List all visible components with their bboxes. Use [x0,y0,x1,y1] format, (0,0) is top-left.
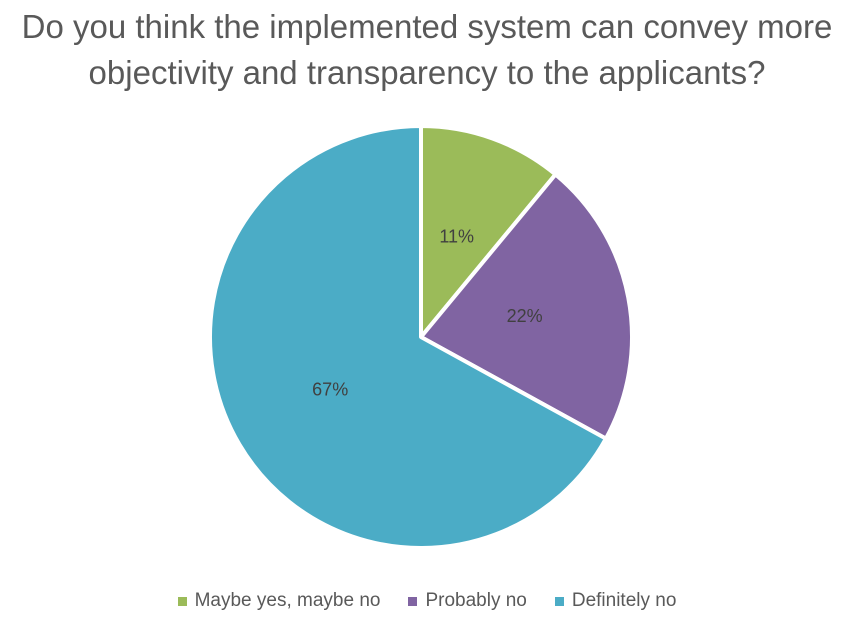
data-label: 22% [507,306,543,326]
legend-label: Definitely no [571,590,677,611]
pie-slice [419,172,634,441]
chart-title: Do you think the implemented system can … [21,8,833,91]
chart: 11% 22% 67% [208,124,634,550]
pie-slice [419,124,558,339]
legend-swatch [408,596,418,606]
legend-swatch [554,596,564,606]
legend-label: Maybe yes, maybe no [194,590,381,611]
legend-item: Maybe yes, maybe no [177,590,381,612]
legend-item: Definitely no [554,590,677,612]
data-label: 67% [312,379,348,399]
legend-swatch [177,596,187,606]
legend-item: Probably no [408,590,527,612]
legend: Maybe yes, maybe no Probably no Definitely… [0,590,854,612]
data-label: 11% [439,226,474,246]
pie-slice [208,124,608,550]
legend-label: Probably no [425,590,527,611]
